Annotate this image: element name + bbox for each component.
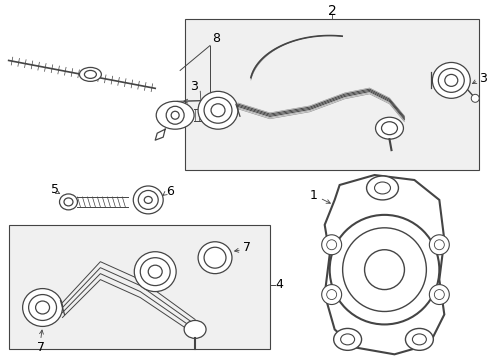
Text: 9: 9 xyxy=(224,94,232,107)
Circle shape xyxy=(343,228,426,311)
Ellipse shape xyxy=(28,294,56,320)
Ellipse shape xyxy=(198,242,232,274)
Ellipse shape xyxy=(374,182,391,194)
Ellipse shape xyxy=(439,68,464,92)
Text: 7: 7 xyxy=(37,341,45,354)
Ellipse shape xyxy=(341,334,355,345)
Ellipse shape xyxy=(138,190,158,210)
Ellipse shape xyxy=(184,320,206,338)
Ellipse shape xyxy=(198,91,238,129)
Ellipse shape xyxy=(140,258,170,285)
Text: 3: 3 xyxy=(479,72,487,85)
Circle shape xyxy=(322,285,342,305)
Ellipse shape xyxy=(36,301,49,314)
Ellipse shape xyxy=(445,75,458,86)
Ellipse shape xyxy=(413,334,426,345)
Text: 6: 6 xyxy=(166,185,174,198)
Circle shape xyxy=(166,106,184,124)
Ellipse shape xyxy=(382,122,397,135)
Circle shape xyxy=(171,111,179,119)
Ellipse shape xyxy=(79,67,101,81)
Ellipse shape xyxy=(211,104,225,117)
Text: 3: 3 xyxy=(190,80,198,93)
Ellipse shape xyxy=(204,97,232,123)
Text: 1: 1 xyxy=(310,189,318,202)
Ellipse shape xyxy=(405,328,433,350)
Ellipse shape xyxy=(64,198,73,206)
Ellipse shape xyxy=(148,265,162,278)
Circle shape xyxy=(322,235,342,255)
Ellipse shape xyxy=(375,117,403,139)
Ellipse shape xyxy=(367,176,398,200)
Circle shape xyxy=(429,235,449,255)
Ellipse shape xyxy=(144,197,152,203)
Circle shape xyxy=(434,289,444,300)
Circle shape xyxy=(327,240,337,250)
Circle shape xyxy=(471,94,479,102)
Ellipse shape xyxy=(134,252,176,292)
Text: 8: 8 xyxy=(212,32,220,45)
Ellipse shape xyxy=(204,247,226,268)
Ellipse shape xyxy=(133,186,163,214)
Text: 2: 2 xyxy=(328,4,337,18)
Bar xyxy=(9,225,270,349)
Ellipse shape xyxy=(432,62,470,98)
Text: 7: 7 xyxy=(243,241,251,254)
Text: 4: 4 xyxy=(276,278,284,291)
Ellipse shape xyxy=(156,101,194,129)
Bar xyxy=(185,19,479,170)
Text: 5: 5 xyxy=(50,184,58,197)
Circle shape xyxy=(434,240,444,250)
Ellipse shape xyxy=(23,289,63,327)
Circle shape xyxy=(327,289,337,300)
Circle shape xyxy=(365,250,404,289)
Ellipse shape xyxy=(334,328,362,350)
Polygon shape xyxy=(325,175,444,354)
Ellipse shape xyxy=(84,71,97,78)
Ellipse shape xyxy=(59,194,77,210)
Circle shape xyxy=(330,215,440,324)
Circle shape xyxy=(429,285,449,305)
